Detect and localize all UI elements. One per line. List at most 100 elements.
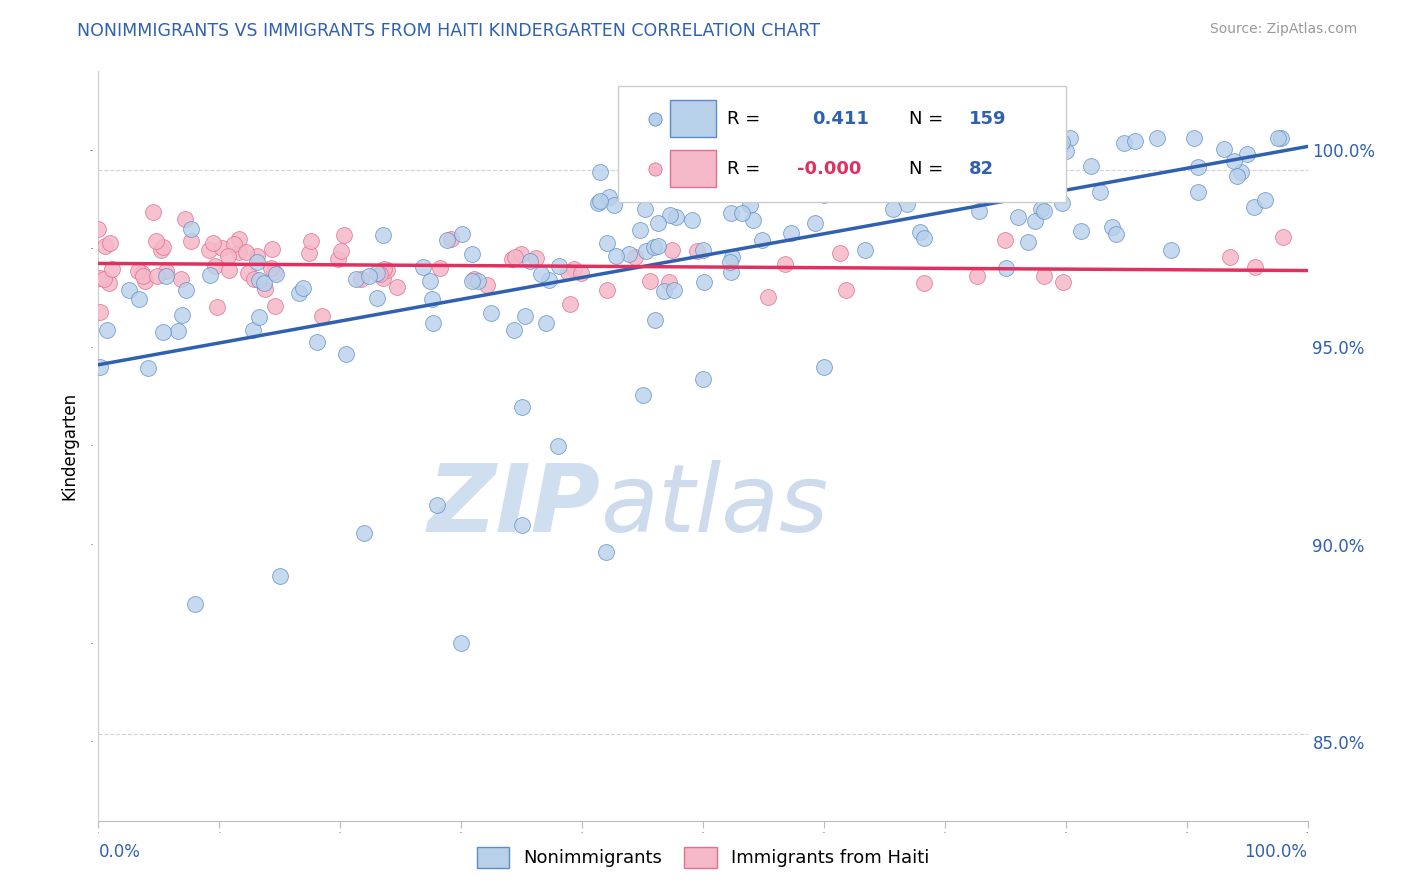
Point <box>420 292 443 306</box>
Point <box>962 180 984 194</box>
Point <box>141 205 163 219</box>
Point <box>243 272 266 286</box>
Point <box>117 283 139 297</box>
Point <box>813 187 835 202</box>
Text: R =: R = <box>727 160 761 178</box>
Point <box>1146 131 1168 145</box>
Point <box>146 268 169 283</box>
Point <box>896 197 918 211</box>
Point <box>184 597 207 611</box>
Point <box>292 280 315 294</box>
Point <box>652 284 675 298</box>
Bar <box>671 150 716 187</box>
Point <box>375 263 398 277</box>
Point <box>260 242 283 256</box>
Point <box>1054 144 1077 158</box>
Point <box>373 271 395 285</box>
Point <box>217 249 239 263</box>
Point <box>681 212 703 227</box>
Point <box>98 276 121 290</box>
Point <box>738 198 761 212</box>
Point <box>638 274 661 288</box>
Point <box>287 286 309 301</box>
Point <box>560 296 582 310</box>
Point <box>366 291 388 305</box>
Point <box>87 222 110 236</box>
Point <box>180 222 202 236</box>
Point <box>228 232 250 246</box>
Point <box>882 202 904 216</box>
Point <box>1223 154 1246 169</box>
Point <box>912 230 935 244</box>
Point <box>984 178 1007 192</box>
Point <box>150 243 173 257</box>
Point <box>692 372 714 386</box>
Point <box>569 266 592 280</box>
Point <box>1105 227 1128 241</box>
FancyBboxPatch shape <box>619 87 1066 202</box>
Point <box>994 260 1017 275</box>
Point <box>228 245 250 260</box>
Point <box>603 198 626 212</box>
Point <box>152 240 174 254</box>
Point <box>98 236 121 251</box>
Point <box>903 175 925 189</box>
Text: 82: 82 <box>969 160 994 178</box>
Point <box>966 268 988 283</box>
Point <box>1031 202 1053 216</box>
Point <box>547 439 569 453</box>
Point <box>450 636 472 650</box>
Point <box>1088 186 1111 200</box>
Point <box>1213 142 1236 156</box>
Point <box>463 272 485 286</box>
Point <box>1254 194 1277 208</box>
Point <box>235 245 257 260</box>
Point <box>929 174 952 188</box>
Point <box>983 160 1005 174</box>
Point <box>1050 136 1073 150</box>
Text: -0.000: -0.000 <box>797 160 862 178</box>
Point <box>269 569 291 583</box>
Point <box>155 264 177 278</box>
Point <box>373 261 395 276</box>
Point <box>333 227 356 242</box>
Legend: Nonimmigrants, Immigrants from Haiti: Nonimmigrants, Immigrants from Haiti <box>477 847 929 868</box>
Point <box>945 151 967 165</box>
Point <box>1219 251 1241 265</box>
Point <box>643 240 665 254</box>
Point <box>101 261 124 276</box>
Point <box>1052 275 1074 289</box>
Point <box>236 266 259 280</box>
Point <box>1050 195 1073 210</box>
Point <box>692 243 714 257</box>
Point <box>912 276 935 290</box>
Point <box>479 306 502 320</box>
Point <box>1070 224 1092 238</box>
Point <box>335 347 357 361</box>
Point <box>440 232 463 246</box>
Point <box>246 255 269 269</box>
Point <box>828 246 851 260</box>
Point <box>855 243 877 257</box>
Point <box>1270 131 1292 145</box>
Point <box>253 276 276 290</box>
Point <box>450 227 472 241</box>
Point <box>152 325 174 339</box>
Text: 0.0%: 0.0% <box>98 843 141 861</box>
Point <box>647 216 669 230</box>
Point <box>1007 210 1029 224</box>
Text: 100.0%: 100.0% <box>1244 843 1308 861</box>
Point <box>658 208 681 222</box>
Point <box>1243 200 1265 214</box>
Point <box>297 246 319 260</box>
Point <box>595 283 617 297</box>
Point <box>994 233 1017 247</box>
Point <box>477 277 499 292</box>
Point <box>823 141 845 155</box>
Point <box>955 162 977 177</box>
Point <box>349 271 371 285</box>
Point <box>595 236 617 251</box>
Point <box>89 305 111 319</box>
Point <box>731 205 754 219</box>
Text: N =: N = <box>908 110 943 128</box>
